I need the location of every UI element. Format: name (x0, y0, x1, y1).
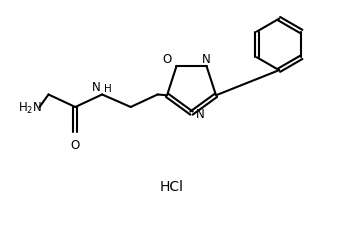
Text: N: N (92, 81, 100, 94)
Text: H: H (103, 84, 111, 94)
Text: O: O (71, 139, 80, 152)
Text: O: O (163, 52, 172, 65)
Text: N: N (196, 107, 204, 120)
Text: HCl: HCl (160, 179, 184, 193)
Text: N: N (202, 52, 211, 65)
Text: H$_2$N: H$_2$N (18, 100, 42, 115)
